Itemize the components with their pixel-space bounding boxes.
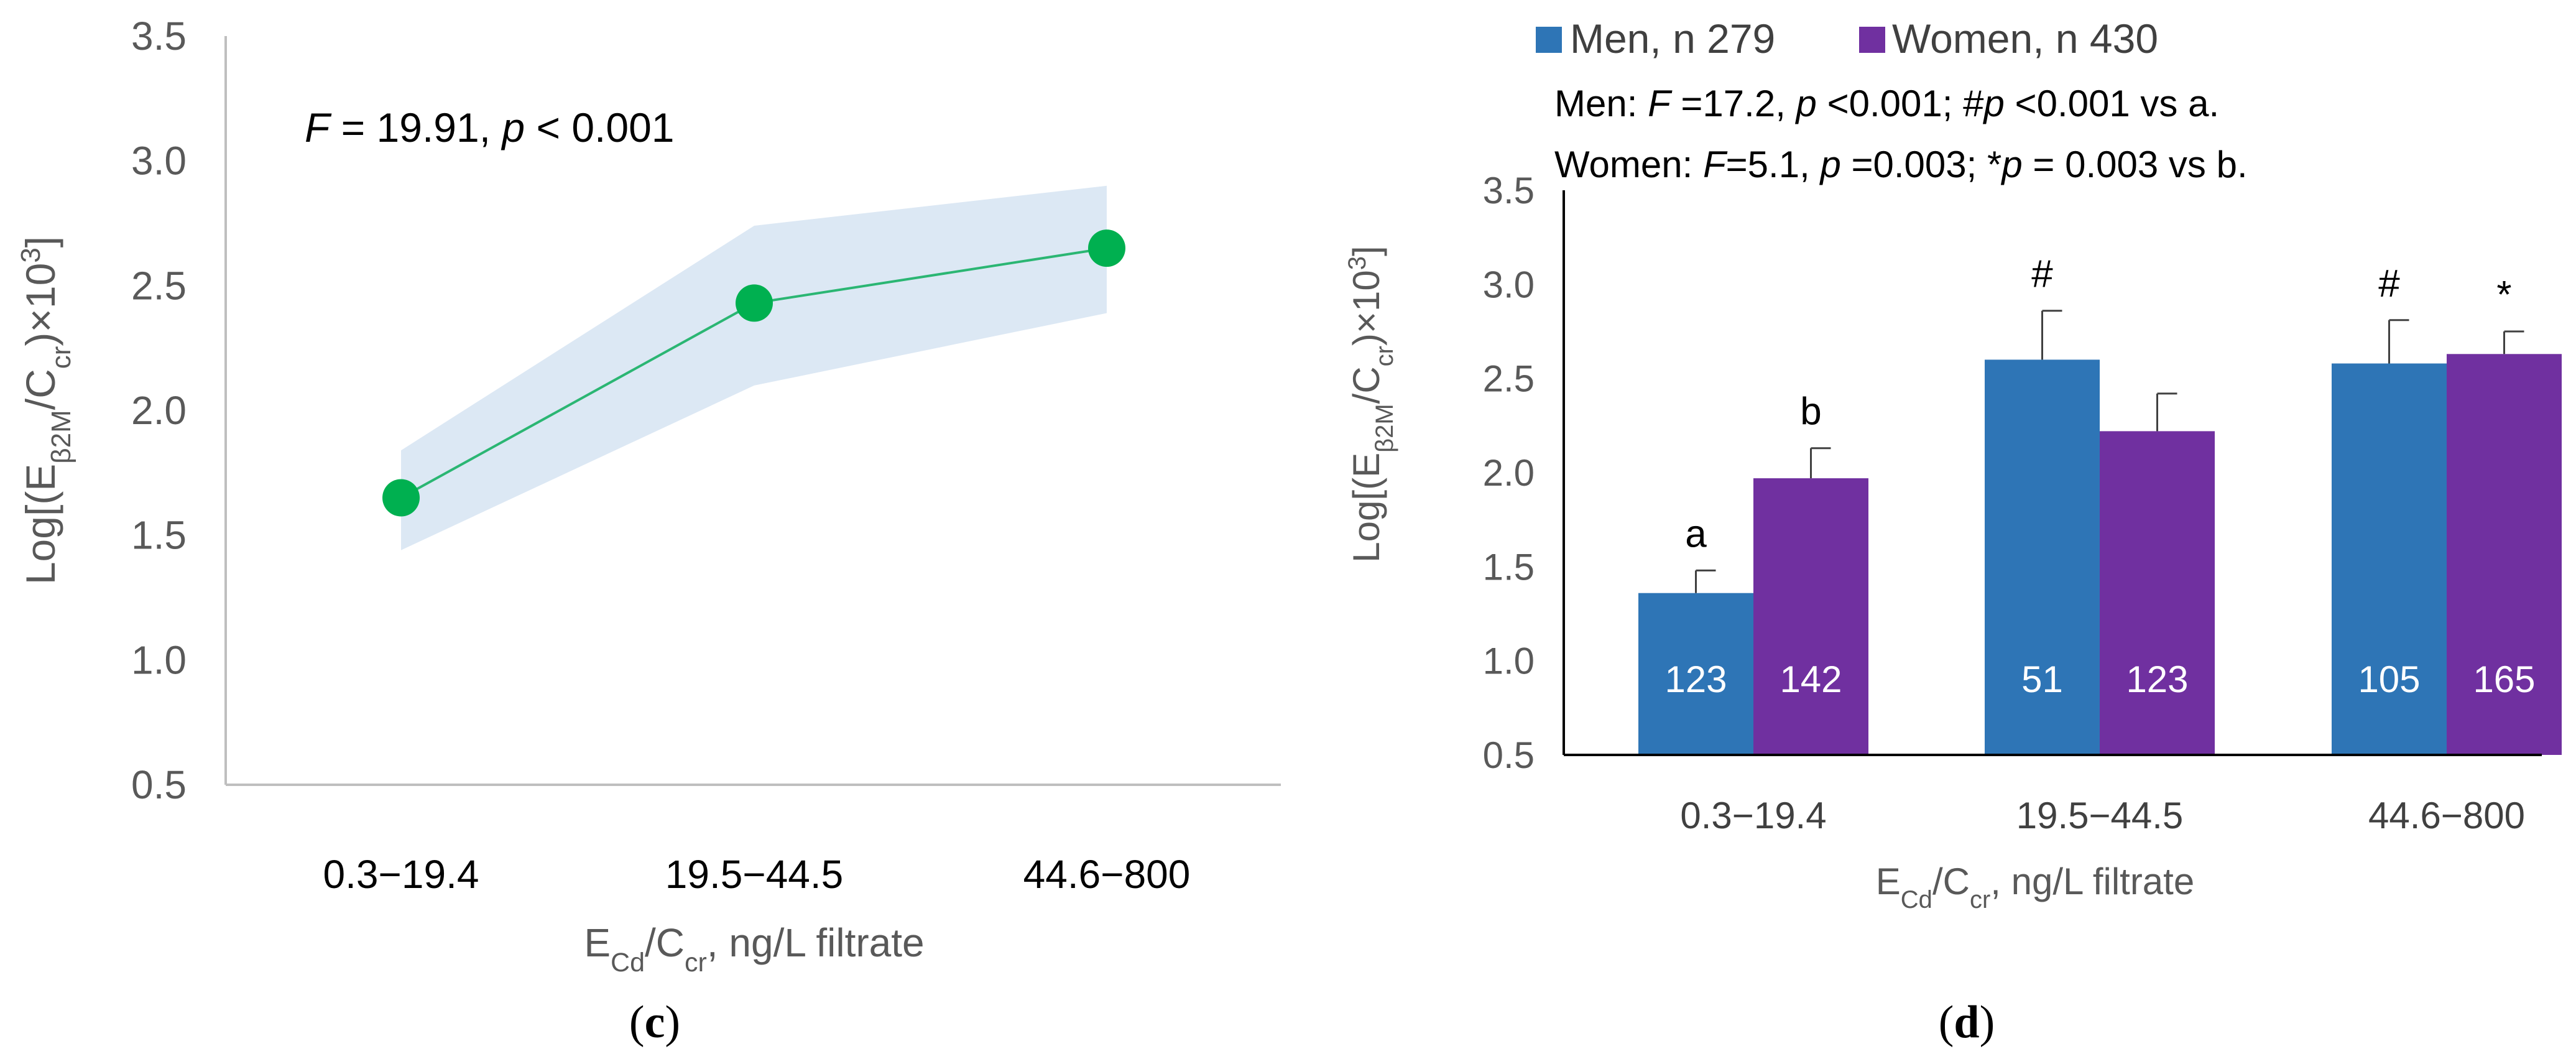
x-tick-label: 44.6−800: [1023, 852, 1191, 897]
count-label-women: 165: [2473, 659, 2535, 700]
y-tick-label: 3.0: [1483, 264, 1535, 305]
significance-label-men: #: [2031, 253, 2053, 296]
y-tick-label: 2.5: [131, 263, 187, 308]
x-tick-labels: 0.3−19.4 19.5−44.5 44.6−800: [323, 852, 1191, 897]
data-point: [736, 284, 773, 322]
y-axis-title: Log[(Eβ2M/Ccr)×103]: [1344, 246, 1398, 562]
bars: [1638, 354, 2562, 755]
y-tick-label: 3.5: [1483, 170, 1535, 211]
y-tick-label: 1.0: [1483, 640, 1535, 682]
bar-women: [2100, 431, 2215, 755]
significance-label-women: *: [2496, 274, 2511, 317]
bar-women: [1753, 478, 1868, 755]
x-tick-label: 0.3−19.4: [323, 852, 479, 897]
significance-label-men: a: [1685, 512, 1707, 555]
y-axis-title: Log[(Eβ2M/Ccr)×103]: [16, 236, 76, 585]
significance-label-women: b: [1800, 391, 1821, 433]
ci-band: [401, 185, 1107, 550]
legend-item-men: Men, n 279: [1536, 16, 1775, 62]
x-tick-label: 19.5−44.5: [665, 852, 844, 897]
count-label-women: 123: [2126, 659, 2188, 700]
data-points: [382, 229, 1125, 517]
x-tick-labels: 0.3−19.4 19.5−44.5 44.6−800: [1680, 795, 2525, 836]
legend-swatch-women: [1859, 27, 1885, 53]
significance-label-men: #: [2378, 262, 2400, 305]
stats-annotations: Men: F =17.2, p <0.001; #p <0.001 vs a. …: [1554, 83, 2248, 185]
y-tick-label: 0.5: [131, 762, 187, 807]
x-tick-label: 0.3−19.4: [1680, 795, 1826, 836]
y-tick-label: 2.0: [131, 388, 187, 433]
y-tick-label: 1.5: [1483, 546, 1535, 588]
x-tick-label: 44.6−800: [2368, 795, 2525, 836]
count-label-men: 123: [1664, 659, 1727, 700]
y-tick-label: 1.5: [131, 513, 187, 558]
stats-women: Women: F=5.1, p =0.003; *p = 0.003 vs b.: [1554, 144, 2248, 185]
x-axis-title: ECd/Ccr, ng/L filtrate: [1876, 861, 2194, 913]
confidence-band: [401, 185, 1107, 550]
data-point: [1088, 229, 1125, 267]
y-tick-label: 1.0: [131, 637, 187, 682]
legend-item-women: Women, n 430: [1859, 16, 2158, 62]
count-label-men: 51: [2021, 659, 2063, 700]
bar-men: [2332, 363, 2447, 755]
legend-swatch-men: [1536, 27, 1562, 53]
x-tick-label: 19.5−44.5: [2016, 795, 2184, 836]
y-tick-label: 2.0: [1483, 452, 1535, 494]
panel-c: 0.5 1.0 1.5 2.0 2.5 3.0 3.5 0.3−19.4 19.…: [16, 14, 1281, 1048]
y-tick-label: 3.0: [131, 139, 187, 183]
legend-label-men: Men, n 279: [1570, 16, 1775, 62]
count-label-men: 105: [2358, 659, 2420, 700]
data-point: [382, 479, 420, 517]
x-axis-title: ECd/Ccr, ng/L filtrate: [584, 920, 924, 978]
panel-label-d: (d): [1939, 997, 1995, 1048]
y-tick-label: 2.5: [1483, 358, 1535, 400]
bar-women: [2447, 354, 2562, 755]
y-tick-labels: 0.5 1.0 1.5 2.0 2.5 3.0 3.5: [1483, 170, 1535, 776]
error-bars: [1695, 310, 2524, 593]
stats-men: Men: F =17.2, p <0.001; #p <0.001 vs a.: [1554, 83, 2219, 124]
y-tick-label: 3.5: [131, 14, 187, 58]
panel-d: Men, n 279 Women, n 430 Men: F =17.2, p …: [1344, 16, 2562, 1048]
significance-labels: a # # b *: [1685, 253, 2511, 556]
count-label-women: 142: [1780, 659, 1842, 700]
f-statistic-annotation: F = 19.91, p < 0.001: [305, 104, 675, 150]
y-tick-label: 0.5: [1483, 734, 1535, 776]
count-labels: 123 51 105 142 123 165: [1664, 659, 2535, 700]
y-tick-labels: 0.5 1.0 1.5 2.0 2.5 3.0 3.5: [131, 14, 187, 807]
bar-men: [1638, 593, 1753, 755]
bar-men: [1985, 359, 2100, 755]
panel-label-c: (c): [629, 997, 680, 1048]
legend: Men, n 279 Women, n 430: [1536, 16, 2158, 62]
legend-label-women: Women, n 430: [1892, 16, 2158, 62]
